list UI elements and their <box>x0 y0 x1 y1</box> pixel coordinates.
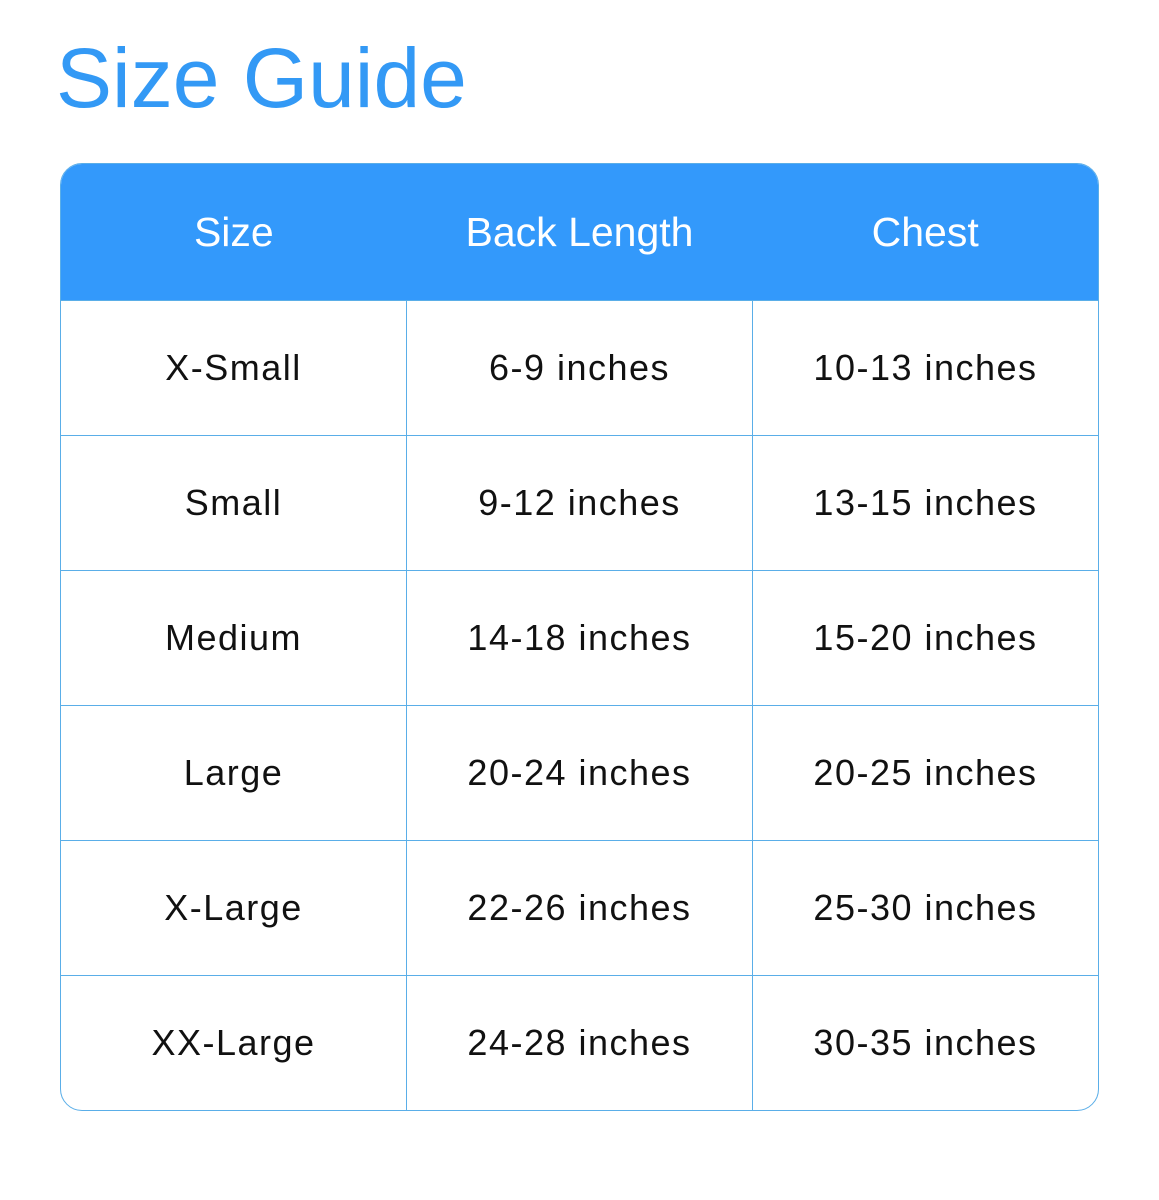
back-length-cell: 20-24 inches <box>406 706 752 840</box>
table-row: X-Small 6-9 inches 10-13 inches <box>61 300 1098 435</box>
back-length-cell: 9-12 inches <box>406 436 752 570</box>
table-row: Medium 14-18 inches 15-20 inches <box>61 570 1098 705</box>
size-cell: X-Small <box>165 347 302 388</box>
back-length-cell: 6-9 inches <box>406 301 752 435</box>
chest-cell: 20-25 inches <box>752 706 1098 840</box>
back-length-cell: 14-18 inches <box>406 571 752 705</box>
table-row: Small 9-12 inches 13-15 inches <box>61 435 1098 570</box>
size-cell: Small <box>184 482 283 523</box>
chest-cell: 25-30 inches <box>752 841 1098 975</box>
column-header-back-length: Back Length <box>465 208 694 255</box>
size-cell: Medium <box>164 617 303 658</box>
chest-cell: 10-13 inches <box>752 301 1098 435</box>
column-header-size: Size <box>193 208 274 255</box>
size-cell: X-Large <box>164 887 303 928</box>
back-length-cell: 22-26 inches <box>406 841 752 975</box>
back-length-cell: 24-28 inches <box>406 976 752 1110</box>
table-row: Large 20-24 inches 20-25 inches <box>61 705 1098 840</box>
table-row: XX-Large 24-28 inches 30-35 inches <box>61 975 1098 1110</box>
size-cell: XX-Large <box>151 1022 316 1063</box>
column-header-chest: Chest <box>871 208 979 255</box>
page-title: Size Guide <box>56 31 467 125</box>
chest-cell: 30-35 inches <box>752 976 1098 1110</box>
chest-cell: 13-15 inches <box>752 436 1098 570</box>
size-cell: Large <box>183 752 284 793</box>
size-guide-table: Size Back Length Chest X-Small 6-9 inches… <box>60 163 1099 1111</box>
chest-cell: 15-20 inches <box>752 571 1098 705</box>
table-row: X-Large 22-26 inches 25-30 inches <box>61 840 1098 975</box>
table-header: Size Back Length Chest <box>61 164 1098 300</box>
